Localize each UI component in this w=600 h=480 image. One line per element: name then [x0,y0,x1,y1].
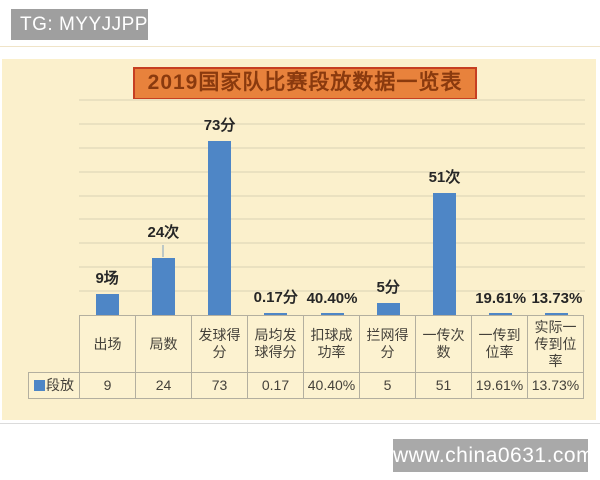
gridline [79,194,585,197]
label-leader-line [162,244,164,257]
bar-data-label: 5分 [376,279,400,297]
gridline [79,122,585,125]
table-header-cell: 一传到位率 [471,315,528,373]
bar-data-label: 9场 [95,269,119,287]
divider-line-bottom [0,423,600,424]
chart-title: 2019国家队比赛段放数据一览表 [147,71,463,94]
bar-data-label: 24次 [147,223,180,241]
watermark-badge: www.china0631.com [393,439,594,472]
bar-局均发球得分 [264,313,288,315]
gridline [79,146,585,149]
bar-出场 [95,293,119,315]
table-value-cell: 19.61% [471,372,528,399]
table-corner-empty [29,316,80,373]
bar-局数 [151,257,175,315]
gridline [79,170,585,173]
title-banner: 2019国家队比赛段放数据一览表 [133,67,477,100]
legend-cell: 段放 [28,372,80,399]
bar-一传到位率 [489,313,513,315]
bar-一传次数 [432,193,456,315]
table-header-cell: 拦网得分 [359,315,416,373]
legend-marker-icon [34,380,45,391]
bar-发球得分 [208,140,232,315]
table-header-cell: 出场 [79,315,136,373]
data-table: 出场 局数 发球得分 局均发球得分 扣球成功率 拦网得分 一传次数 一传到位率 实际一传到位率段… [28,315,584,399]
watermark-text: www.china0631.com [393,444,595,467]
bar-扣球成功率 [320,313,344,315]
legend-label: 段放 [46,377,74,393]
table-value-cell: 40.40% [303,372,360,399]
divider-line-top [0,46,600,47]
bar-data-label: 73分 [203,116,236,134]
bar-data-label: 0.17分 [253,289,298,306]
tag-label: TG: MYYJJPP [20,14,148,35]
bar-data-label: 40.40% [306,290,358,307]
table-value-cell: 24 [135,372,192,399]
tag-badge: TG: MYYJJPP [11,9,148,40]
table-value-cell: 51 [415,372,472,399]
table-header-cell: 一传次数 [415,315,472,373]
plot-area: 9场 24次 73分 0.17分 40.40% 5分 51次 19.61% 13.73% [79,99,585,315]
table-value-cell: 73 [191,372,248,399]
table-header-cell: 局数 [135,315,192,373]
gridline [79,218,585,221]
table-header-cell: 扣球成功率 [303,315,360,373]
table-value-cell: 13.73% [527,372,584,399]
bar-拦网得分 [376,303,400,315]
gridline [79,290,585,293]
gridline [79,266,585,269]
table-value-cell: 5 [359,372,416,399]
gridline [79,242,585,245]
table-value-cell: 0.17 [247,372,304,399]
table-header-cell: 实际一传到位率 [527,315,584,373]
bar-data-label: 19.61% [475,290,527,307]
bar-data-label: 13.73% [531,290,583,307]
table-header-cell: 局均发球得分 [247,315,304,373]
bar-实际一传到位率 [545,313,569,315]
bar-data-label: 51次 [428,169,461,187]
gridline [79,99,585,101]
table-header-cell: 发球得分 [191,315,248,373]
table-value-cell: 9 [79,372,136,399]
